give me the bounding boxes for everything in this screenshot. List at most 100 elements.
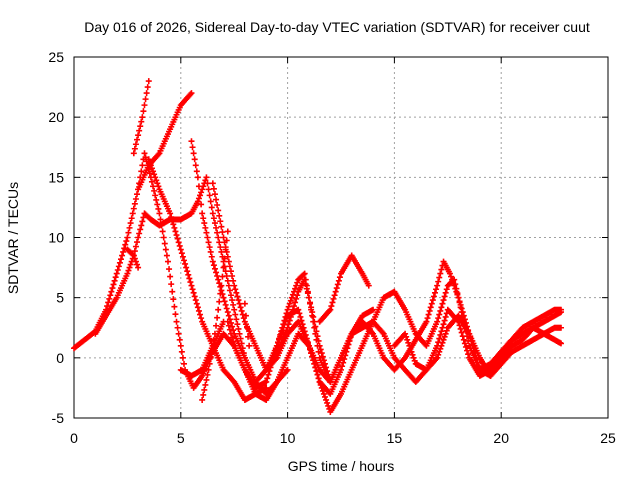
- data-point-marker: [455, 294, 462, 301]
- y-tick-label: 10: [48, 230, 64, 246]
- data-point-marker: [124, 270, 131, 277]
- y-tick-label: -5: [52, 410, 65, 426]
- data-point-marker: [214, 273, 221, 280]
- data-point-marker: [431, 289, 438, 296]
- data-point-marker: [453, 288, 460, 295]
- data-point-marker: [284, 366, 291, 373]
- data-point-marker: [203, 229, 210, 236]
- data-point-marker: [188, 282, 195, 289]
- data-point-marker: [227, 292, 234, 299]
- data-point-marker: [202, 224, 209, 231]
- data-point-marker: [434, 318, 441, 325]
- data-point-marker: [229, 273, 236, 280]
- data-point-marker: [211, 330, 218, 337]
- data-point-marker: [311, 360, 318, 367]
- data-point-marker: [137, 123, 144, 130]
- x-tick-label: 5: [177, 430, 185, 446]
- data-point-marker: [234, 321, 241, 328]
- data-point-marker: [131, 145, 138, 152]
- data-point-marker: [190, 150, 197, 157]
- data-point-marker: [139, 162, 146, 169]
- data-point-marker: [286, 317, 293, 324]
- data-point-marker: [220, 264, 227, 271]
- data-point-marker: [300, 271, 307, 278]
- data-point-marker: [200, 215, 207, 222]
- data-point-marker: [218, 223, 225, 230]
- data-point-marker: [438, 328, 445, 335]
- data-point-marker: [314, 371, 321, 378]
- data-point-marker: [408, 348, 415, 355]
- data-point-marker: [309, 353, 316, 360]
- data-point-marker: [294, 292, 301, 299]
- data-point-marker: [214, 229, 221, 236]
- data-point-marker: [156, 210, 163, 217]
- data-point-marker: [155, 205, 162, 212]
- data-point-marker: [428, 300, 435, 307]
- data-point-marker: [211, 191, 218, 198]
- data-point-marker: [462, 344, 469, 351]
- data-point-marker: [125, 267, 132, 274]
- data-point-marker: [304, 339, 311, 346]
- data-point-marker: [223, 305, 230, 312]
- data-point-marker: [460, 336, 467, 343]
- data-point-marker: [288, 310, 295, 317]
- data-point-marker: [318, 350, 325, 357]
- series-track-l: [263, 276, 334, 385]
- data-point-marker: [435, 278, 442, 285]
- data-point-marker: [411, 357, 418, 364]
- data-point-marker: [465, 351, 472, 358]
- data-point-marker: [229, 297, 236, 304]
- data-point-marker: [189, 286, 196, 293]
- series-track-o: [241, 300, 253, 349]
- y-tick-label: 0: [56, 350, 64, 366]
- data-point-marker: [232, 286, 239, 293]
- y-tick-label: 20: [48, 109, 64, 125]
- data-point-marker: [558, 340, 565, 347]
- data-point-marker: [237, 304, 244, 311]
- data-point-marker: [315, 375, 322, 382]
- data-point-marker: [211, 220, 218, 227]
- data-point-marker: [204, 234, 211, 241]
- data-point-marker: [145, 156, 152, 163]
- data-point-marker: [185, 271, 192, 278]
- data-point-marker: [293, 295, 300, 302]
- data-point-marker: [146, 170, 153, 177]
- data-point-marker: [218, 248, 225, 255]
- data-point-marker: [321, 393, 328, 400]
- data-point-marker: [225, 282, 232, 289]
- data-point-marker: [205, 366, 212, 373]
- data-point-marker: [238, 307, 245, 314]
- data-point-marker: [458, 329, 465, 336]
- data-point-marker: [300, 324, 307, 331]
- data-point-marker: [136, 127, 143, 134]
- data-point-marker: [297, 313, 304, 320]
- data-point-marker: [340, 359, 347, 366]
- data-point-marker: [111, 277, 118, 284]
- data-point-marker: [146, 159, 153, 166]
- data-point-marker: [216, 212, 223, 219]
- data-point-marker: [332, 288, 339, 295]
- data-point-marker: [191, 156, 198, 163]
- data-point-marker: [407, 345, 414, 352]
- series-track-h: [209, 180, 377, 385]
- data-point-marker: [430, 293, 437, 300]
- data-point-marker: [162, 246, 169, 253]
- data-point-marker: [437, 331, 444, 338]
- data-point-marker: [301, 328, 308, 335]
- data-point-marker: [474, 359, 481, 366]
- data-point-marker: [229, 323, 236, 330]
- data-point-marker: [138, 222, 145, 229]
- data-point-marker: [205, 186, 212, 193]
- data-point-marker: [429, 297, 436, 304]
- data-point-marker: [314, 342, 321, 349]
- data-point-marker: [339, 363, 346, 370]
- data-point-marker: [423, 318, 430, 325]
- data-point-marker: [192, 162, 199, 169]
- data-point-marker: [206, 360, 213, 367]
- y-axis-label: SDTVAR / TECUs: [5, 182, 21, 294]
- series-track-i: [177, 318, 227, 379]
- data-point-marker: [347, 334, 354, 341]
- x-tick-label: 15: [387, 430, 403, 446]
- data-point-marker: [159, 228, 166, 235]
- data-point-marker: [230, 301, 237, 308]
